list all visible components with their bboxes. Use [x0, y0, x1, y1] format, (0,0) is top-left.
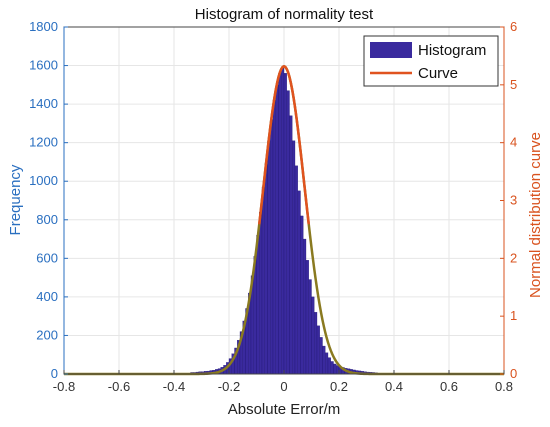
histogram-bar: [297, 190, 301, 375]
histogram-bar: [278, 73, 282, 375]
histogram-bar: [327, 357, 331, 375]
histogram-bar: [286, 90, 290, 375]
right-ticks: 0 1 2 3 4 5 6: [500, 19, 517, 381]
bottom-tick-label: -0.4: [163, 379, 185, 394]
histogram-bars: [190, 67, 378, 375]
histogram-bar: [289, 115, 293, 375]
histogram-bar: [261, 186, 265, 375]
chart-title: Histogram of normality test: [195, 6, 374, 23]
legend: Histogram Curve: [363, 35, 499, 87]
bottom-tick-label: -0.6: [108, 379, 130, 394]
histogram-bar: [314, 312, 318, 375]
histogram-bar: [294, 165, 298, 375]
right-tick-label: 0: [510, 366, 517, 381]
bottom-ticks: -0.8 -0.6 -0.4 -0.2 0 0.2 0.4 0.6 0.8: [53, 370, 513, 394]
bottom-tick-label: -0.2: [218, 379, 240, 394]
right-tick-label: 6: [510, 19, 517, 34]
left-tick-label: 1000: [29, 173, 58, 188]
left-tick-label: 600: [36, 250, 58, 265]
y-axis-left-label: Frequency: [7, 164, 24, 235]
histogram-bar: [325, 352, 329, 375]
histogram-bar: [259, 211, 263, 375]
left-tick-label: 800: [36, 212, 58, 227]
left-ticks: 0 200 400 600 800 1000 1200 1400 1600 1800: [29, 19, 68, 381]
histogram-bar: [283, 73, 287, 375]
histogram-bar: [322, 345, 326, 375]
legend-label-histogram: Histogram: [418, 42, 486, 59]
right-tick-label: 5: [510, 77, 517, 92]
bottom-tick-label: 0: [280, 379, 287, 394]
bottom-tick-label: 0.8: [495, 379, 513, 394]
histogram-bar: [308, 279, 312, 375]
histogram-bar: [270, 119, 274, 375]
legend-swatch-histogram: [370, 42, 412, 58]
histogram-bar: [319, 337, 323, 375]
curve-line-peak: [258, 64, 310, 225]
histogram-bar: [333, 363, 337, 375]
legend-label-curve: Curve: [418, 65, 458, 82]
histogram-bar: [300, 215, 304, 375]
bottom-tick-label: -0.8: [53, 379, 75, 394]
bottom-tick-label: 0.6: [440, 379, 458, 394]
right-tick-label: 1: [510, 308, 517, 323]
left-tick-label: 0: [51, 366, 58, 381]
bottom-tick-label: 0.2: [330, 379, 348, 394]
histogram-bar: [256, 235, 260, 375]
left-tick-label: 200: [36, 327, 58, 342]
right-tick-label: 3: [510, 193, 517, 208]
histogram-bar: [311, 296, 315, 375]
histogram-bar: [305, 260, 309, 375]
bottom-tick-label: 0.4: [385, 379, 403, 394]
right-tick-label: 2: [510, 250, 517, 265]
left-tick-label: 400: [36, 289, 58, 304]
left-tick-label: 1800: [29, 19, 58, 34]
histogram-bar: [264, 163, 268, 375]
left-tick-label: 1400: [29, 96, 58, 111]
histogram-bar: [281, 67, 285, 375]
histogram-bar: [330, 361, 334, 375]
x-axis-label: Absolute Error/m: [228, 401, 341, 418]
left-tick-label: 1200: [29, 135, 58, 150]
histogram-bar: [303, 238, 307, 375]
histogram-bar: [292, 140, 296, 375]
histogram-bar: [272, 100, 276, 375]
histogram-bar: [267, 140, 271, 375]
left-tick-label: 1600: [29, 58, 58, 73]
histogram-bar: [275, 84, 279, 375]
right-tick-label: 4: [510, 135, 517, 150]
histogram-bar: [316, 325, 320, 375]
y-axis-right-label: Normal distribution curve: [527, 132, 544, 298]
